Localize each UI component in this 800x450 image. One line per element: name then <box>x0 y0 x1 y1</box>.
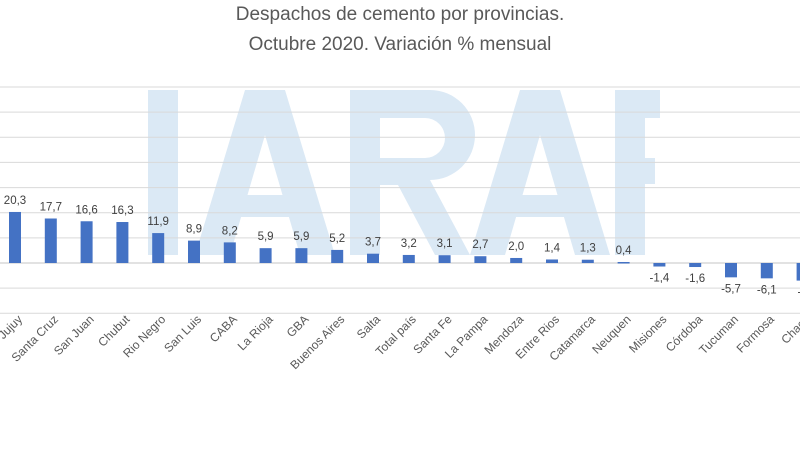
bar-san-luis <box>188 240 200 263</box>
x-tick-label: La Rioja <box>235 312 276 353</box>
x-tick-label: Jujuy <box>0 312 25 342</box>
data-label: 16,6 <box>75 204 97 216</box>
bar-salta <box>367 253 379 263</box>
watermark-logo <box>148 90 660 255</box>
x-tick-label: Salta <box>354 312 383 341</box>
data-label: -5,7 <box>721 283 741 295</box>
data-label: 3,7 <box>365 237 381 249</box>
data-label: 20,3 <box>4 195 26 207</box>
data-label: 8,2 <box>222 225 238 237</box>
bar-la-rioja <box>259 248 272 263</box>
data-label: 1,3 <box>580 243 596 255</box>
x-tick-label: CABA <box>207 312 240 345</box>
bar-la-pampa <box>474 256 487 263</box>
bar-jujuy <box>9 211 21 263</box>
bar-total-país <box>402 254 415 263</box>
bar-rio-negro <box>152 233 165 263</box>
data-label: 8,9 <box>186 224 202 236</box>
data-label: 2,7 <box>472 239 488 251</box>
chart-subtitle: Octubre 2020. Variación % mensual <box>248 34 552 55</box>
bar-catamarca <box>581 259 594 263</box>
bar-misiones <box>653 263 666 267</box>
data-label: -1,4 <box>649 273 669 285</box>
data-label: 5,2 <box>329 233 345 245</box>
x-tick-label: Formosa <box>734 312 778 356</box>
data-labels: 20,3 17,7 16,6 16,3 11,9 8,9 8,2 5,9 5,9 5,2 3,7 3,… <box>4 195 800 299</box>
data-label: -6,1 <box>757 284 777 296</box>
bar-entre-rios <box>546 259 558 263</box>
bar-mendoza <box>510 257 523 263</box>
data-label: -1,6 <box>685 273 705 285</box>
x-tick-label: Neuquen <box>589 312 633 356</box>
data-label: 17,7 <box>40 201 62 213</box>
bar-santa-cruz <box>44 218 57 263</box>
bar-buenos-aires <box>331 249 344 263</box>
watermark-letter-a2 <box>470 90 610 255</box>
x-tick-label: Tucuman <box>696 312 741 357</box>
data-label: 3,2 <box>401 238 417 250</box>
bars <box>9 211 800 281</box>
watermark-letter-f-mid <box>615 158 655 184</box>
data-label: -7 <box>797 287 800 299</box>
bar-formosa <box>760 263 773 279</box>
data-label: 5,9 <box>258 231 274 243</box>
data-label: 16,3 <box>111 205 133 217</box>
watermark-letter-a2-bar <box>500 195 580 217</box>
watermark-letter-a-bar <box>225 195 305 217</box>
watermark-letter-r <box>350 90 475 255</box>
data-label: 5,9 <box>293 231 309 243</box>
data-label: 0,4 <box>616 245 633 257</box>
bar-chubut <box>116 222 129 263</box>
x-tick-label: San Luis <box>161 312 204 355</box>
bar-chaco <box>796 263 800 281</box>
bar-caba <box>223 242 236 263</box>
data-label: 1,4 <box>544 242 561 254</box>
x-tick-label: Misiones <box>626 312 669 355</box>
watermark-letter-f-top <box>615 90 660 118</box>
bar-tucuman <box>725 263 737 278</box>
bar-san-juan <box>80 221 93 263</box>
watermark-letter-i <box>148 90 178 255</box>
gridlines <box>0 86 800 314</box>
chart-title: Despachos de cemento por provincias. <box>235 4 565 25</box>
x-tick-label: Chaco <box>778 312 800 347</box>
bar-neuquen <box>617 261 630 264</box>
data-label: 11,9 <box>147 216 169 228</box>
bar-gba <box>295 248 308 263</box>
bar-córdoba <box>689 263 702 268</box>
data-label: 3,1 <box>437 238 453 250</box>
bar-santa-fe <box>438 255 451 263</box>
data-label: 2,0 <box>508 241 524 253</box>
x-tick-label: GBA <box>284 312 312 340</box>
